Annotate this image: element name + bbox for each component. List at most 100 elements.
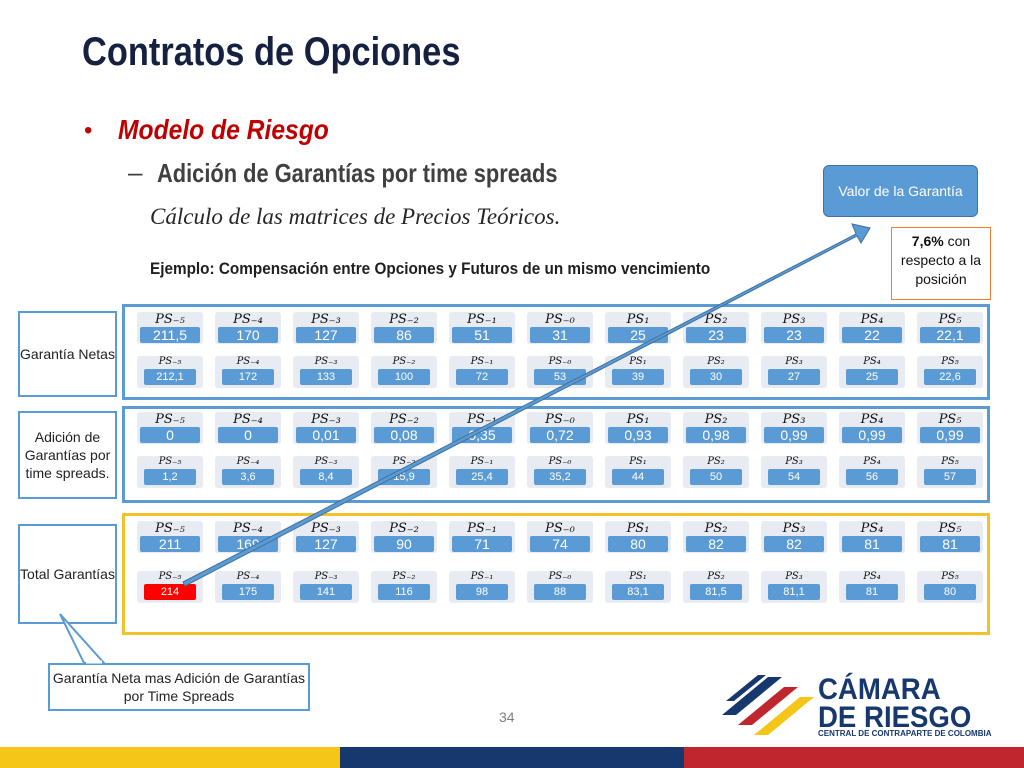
percentage-text: con respecto a la posición xyxy=(900,233,982,287)
scenario-label: PS₋₀ xyxy=(548,456,572,467)
matrix-cell-total-row-1-0: PS₋₅ 211 xyxy=(137,521,203,553)
matrix-cell-garantia-netas-row-1-8: PS₃ 23 xyxy=(761,312,827,344)
cell-value: 169 xyxy=(218,536,278,552)
matrix-cell-garantia-netas-row-1-4: PS₋₁ 51 xyxy=(449,312,515,344)
scenario-label: PS₋₄ xyxy=(233,312,263,327)
label-garantia-netas: Garantía Netas xyxy=(18,311,117,397)
cell-value: 3,6 xyxy=(222,469,274,485)
bottom-callout-text: Garantía Neta mas Adición de Garantías p… xyxy=(52,670,306,704)
scenario-label: PS₋₀ xyxy=(545,521,575,536)
cell-value: 25 xyxy=(608,327,668,343)
label-total-text: Total Garantías xyxy=(20,566,115,582)
scenario-label: PS₅ xyxy=(941,356,959,367)
cell-value: 35,2 xyxy=(534,469,586,485)
cell-value: 81,5 xyxy=(690,584,742,600)
matrix-cell-garantia-netas-row-2-3: PS₋₂ 100 xyxy=(371,356,437,388)
cell-value: 81 xyxy=(846,584,898,600)
matrix-cell-adicion-row-1-2: PS₋₃ 0,01 xyxy=(293,412,359,444)
matrix-cell-garantia-netas-row-2-6: PS₁ 39 xyxy=(605,356,671,388)
cell-value: 25,4 xyxy=(456,469,508,485)
scenario-label: PS₋₅ xyxy=(158,571,182,582)
cell-value: 0,01 xyxy=(296,427,356,443)
scenario-label: PS₄ xyxy=(860,521,884,536)
scenario-label: PS₋₄ xyxy=(236,571,260,582)
label-total: Total Garantías xyxy=(18,524,117,624)
matrix-cell-garantia-netas-row-2-0: PS₋₅ 212,1 xyxy=(137,356,203,388)
matrix-cell-adicion-row-1-6: PS₁ 0,93 xyxy=(605,412,671,444)
matrix-cell-total-row-2-3: PS₋₂ 116 xyxy=(371,571,437,603)
cell-value: 23 xyxy=(686,327,746,343)
scenario-label: PS₁ xyxy=(629,456,647,467)
matrix-cell-total-row-2-8: PS₃ 81,1 xyxy=(761,571,827,603)
cell-value: 0,99 xyxy=(920,427,980,443)
matrix-cell-adicion-row-2-9: PS₄ 56 xyxy=(839,456,905,488)
scenario-label: PS₋₃ xyxy=(314,456,338,467)
matrix-cell-garantia-netas-row-1-1: PS₋₄ 170 xyxy=(215,312,281,344)
cell-value: 22,1 xyxy=(920,327,980,343)
scenario-label: PS₂ xyxy=(707,456,725,467)
label-adicion: Adición de Garantías por time spreads. xyxy=(18,411,117,499)
bottom-callout: Garantía Neta mas Adición de Garantías p… xyxy=(48,663,310,711)
scenario-label: PS₂ xyxy=(707,356,725,367)
matrix-cell-adicion-row-2-7: PS₂ 50 xyxy=(683,456,749,488)
scenario-label: PS₋₂ xyxy=(389,412,419,427)
scenario-label: PS₄ xyxy=(860,312,884,327)
scenario-label: PS₋₀ xyxy=(548,571,572,582)
scenario-label: PS₂ xyxy=(704,521,728,536)
page-number: 34 xyxy=(499,709,515,725)
matrix-cell-adicion-row-1-4: PS₋₁ 0,35 xyxy=(449,412,515,444)
cell-value: 0 xyxy=(218,427,278,443)
cell-value: 23 xyxy=(764,327,824,343)
scenario-label: PS₋₁ xyxy=(470,356,494,367)
cell-value: 214 xyxy=(144,584,196,600)
scenario-label: PS₋₁ xyxy=(467,312,497,327)
cell-value: 0,35 xyxy=(452,427,512,443)
cell-value: 80 xyxy=(924,584,976,600)
cell-value: 170 xyxy=(218,327,278,343)
matrix-cell-total-row-1-1: PS₋₄ 169 xyxy=(215,521,281,553)
scenario-label: PS₋₁ xyxy=(470,571,494,582)
cell-value: 72 xyxy=(456,369,508,385)
matrix-cell-adicion-row-1-1: PS₋₄ 0 xyxy=(215,412,281,444)
matrix-cell-garantia-netas-row-1-9: PS₄ 22 xyxy=(839,312,905,344)
matrix-cell-garantia-netas-row-2-10: PS₅ 22,6 xyxy=(917,356,983,388)
scenario-label: PS₋₃ xyxy=(311,312,341,327)
cell-value: 90 xyxy=(374,536,434,552)
cell-value: 127 xyxy=(296,536,356,552)
matrix-cell-adicion-row-2-8: PS₃ 54 xyxy=(761,456,827,488)
cell-value: 53 xyxy=(534,369,586,385)
matrix-cell-adicion-row-2-3: PS₋₂ 15,9 xyxy=(371,456,437,488)
cell-value: 0,72 xyxy=(530,427,590,443)
cell-value: 50 xyxy=(690,469,742,485)
matrix-cell-adicion-row-1-0: PS₋₅ 0 xyxy=(137,412,203,444)
scenario-label: PS₄ xyxy=(863,356,881,367)
matrix-cell-total-row-1-10: PS₅ 81 xyxy=(917,521,983,553)
scenario-label: PS₁ xyxy=(626,412,650,427)
percentage-box: 7,6% con respecto a la posición xyxy=(891,227,991,300)
matrix-cell-adicion-row-1-3: PS₋₂ 0,08 xyxy=(371,412,437,444)
bullet-dash: – xyxy=(128,157,143,187)
scenario-label: PS₂ xyxy=(704,312,728,327)
scenario-label: PS₋₄ xyxy=(233,521,263,536)
scenario-label: PS₋₃ xyxy=(314,356,338,367)
scenario-label: PS₄ xyxy=(863,571,881,582)
matrix-cell-total-row-1-6: PS₁ 80 xyxy=(605,521,671,553)
matrix-cell-garantia-netas-row-1-6: PS₁ 25 xyxy=(605,312,671,344)
scenario-label: PS₋₅ xyxy=(158,456,182,467)
label-adicion-text: Adición de Garantías por time spreads. xyxy=(24,429,111,481)
valor-garantia-callout: Valor de la Garantía xyxy=(823,165,978,217)
matrix-cell-total-row-2-5: PS₋₀ 88 xyxy=(527,571,593,603)
scenario-label: PS₂ xyxy=(707,571,725,582)
matrix-cell-garantia-netas-row-2-9: PS₄ 25 xyxy=(839,356,905,388)
scenario-label: PS₋₄ xyxy=(236,456,260,467)
cell-value: 31 xyxy=(530,327,590,343)
logo-stripes-icon xyxy=(722,675,814,735)
matrix-cell-total-row-1-7: PS₂ 82 xyxy=(683,521,749,553)
scenario-label: PS₋₂ xyxy=(392,571,416,582)
matrix-cell-adicion-row-1-8: PS₃ 0,99 xyxy=(761,412,827,444)
scenario-label: PS₅ xyxy=(941,456,959,467)
cell-value: 82 xyxy=(764,536,824,552)
matrix-cell-garantia-netas-row-2-2: PS₋₃ 133 xyxy=(293,356,359,388)
scenario-label: PS₋₃ xyxy=(314,571,338,582)
matrix-cell-total-row-1-3: PS₋₂ 90 xyxy=(371,521,437,553)
